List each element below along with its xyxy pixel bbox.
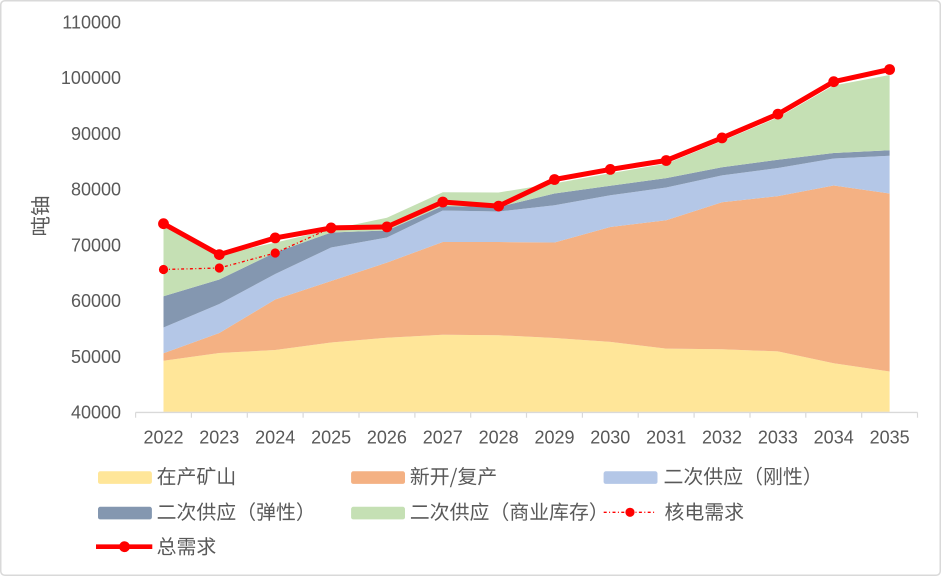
svg-text:2032: 2032 [702,427,742,447]
svg-text:70000: 70000 [71,235,121,255]
svg-text:2025: 2025 [311,427,351,447]
svg-text:100000: 100000 [61,68,121,88]
svg-text:2026: 2026 [367,427,407,447]
svg-text:2030: 2030 [590,427,630,447]
svg-text:2028: 2028 [479,427,519,447]
svg-text:2029: 2029 [534,427,574,447]
svg-text:60000: 60000 [71,291,121,311]
svg-text:50000: 50000 [71,347,121,367]
svg-text:80000: 80000 [71,180,121,200]
svg-text:2035: 2035 [870,427,910,447]
svg-text:2022: 2022 [143,427,183,447]
svg-text:2033: 2033 [758,427,798,447]
svg-text:2024: 2024 [255,427,295,447]
svg-text:40000: 40000 [71,403,121,423]
svg-text:2031: 2031 [646,427,686,447]
svg-text:2023: 2023 [199,427,239,447]
svg-text:2027: 2027 [423,427,463,447]
svg-text:90000: 90000 [71,124,121,144]
svg-text:110000: 110000 [62,13,121,33]
svg-text:2034: 2034 [814,427,854,447]
